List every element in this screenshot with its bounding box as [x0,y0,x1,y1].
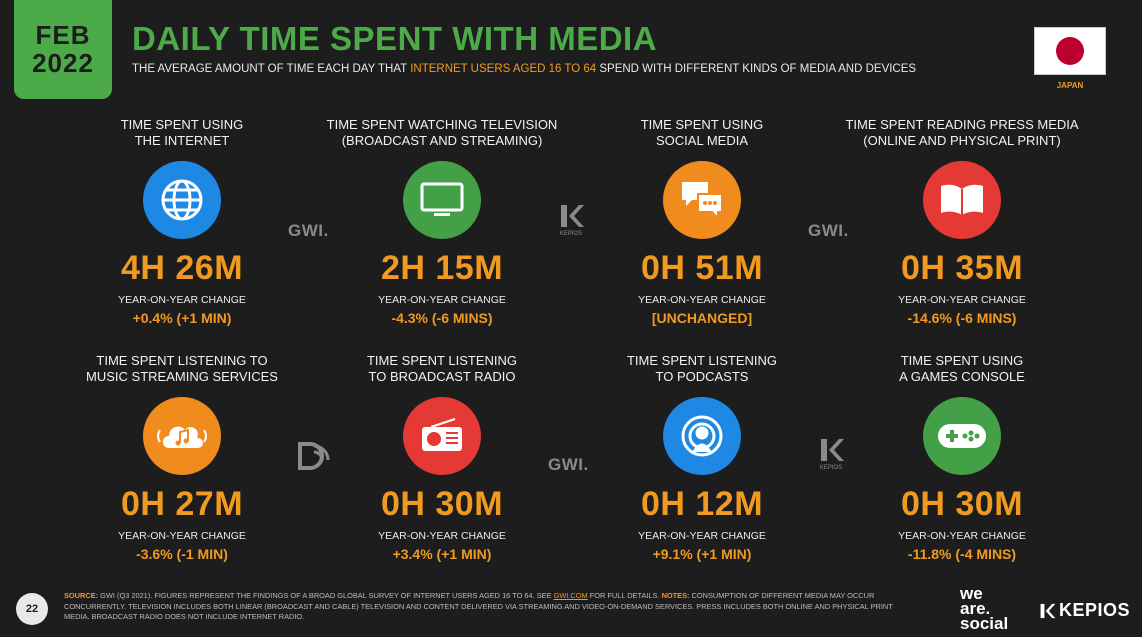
card-value: 0H 30M [380,485,504,523]
yoy-value: -11.8% (-4 MINS) [907,546,1017,562]
yoy-value: -3.6% (-1 MIN) [136,546,228,562]
yoy-label: YEAR-ON-YEAR CHANGE [378,294,506,306]
page-subtitle: THE AVERAGE AMOUNT OF TIME EACH DAY THAT… [132,63,916,75]
datareportal-watermark-icon [296,440,332,477]
page-title: DAILY TIME SPENT WITH MEDIA [132,20,658,57]
card-games-console: TIME SPENT USING A GAMES CONSOLE 0H 30M Y… [842,353,1082,562]
card-label: TIME SPENT WATCHING TELEVISION (BROADCAST… [326,117,558,148]
yoy-label: YEAR-ON-YEAR CHANGE [638,294,766,306]
gwi-watermark: GWI. [288,221,329,240]
gwi-watermark: GWI. [548,455,589,474]
yoy-label: YEAR-ON-YEAR CHANGE [378,530,506,542]
card-music-streaming: TIME SPENT LISTENING TO MUSIC STREAMING S… [62,353,302,562]
card-internet: TIME SPENT USING THE INTERNET 4H 26M YEAR… [62,117,302,326]
date-badge: FEB 2022 [14,0,112,99]
kepios-watermark: KEPIOS [557,203,585,237]
radio-icon [403,397,481,475]
card-value: 0H 12M [640,485,764,523]
yoy-value: +3.4% (+1 MIN) [392,546,492,562]
kepios-mark-icon [561,205,584,227]
date-year: 2022 [32,47,94,78]
globe-icon [143,161,221,239]
television-icon [403,161,481,239]
card-value: 0H 35M [900,249,1024,287]
card-podcasts: TIME SPENT LISTENING TO PODCASTS 0H 12M Y… [582,353,822,562]
kepios-mark-icon [821,439,844,461]
open-book-icon [923,161,1001,239]
music-cloud-icon [143,397,221,475]
card-social-media: TIME SPENT USING SOCIAL MEDIA 0H 51M YEAR… [582,117,822,326]
chat-bubbles-icon [663,161,741,239]
card-label: TIME SPENT LISTENING TO BROADCAST RADIO [366,353,517,384]
gwi-watermark: GWI. [808,221,849,240]
card-label: TIME SPENT USING THE INTERNET [120,117,244,148]
subtitle-highlight: INTERNET USERS AGED 16 TO 64 [410,63,597,75]
yoy-value: -4.3% (-6 MINS) [391,310,493,326]
card-value: 4H 26M [120,249,244,287]
card-value: 0H 30M [900,485,1024,523]
yoy-value: -14.6% (-6 MINS) [907,310,1017,326]
card-label: TIME SPENT READING PRESS MEDIA (ONLINE AN… [845,117,1079,148]
yoy-label: YEAR-ON-YEAR CHANGE [898,294,1026,306]
gamepad-icon [923,397,1001,475]
footer-source-notes: SOURCE: GWI (Q3 2021). FIGURES REPRESENT… [64,591,893,621]
yoy-value: [UNCHANGED] [651,310,753,326]
yoy-label: YEAR-ON-YEAR CHANGE [118,530,246,542]
card-television: TIME SPENT WATCHING TELEVISION (BROADCAST… [322,117,562,326]
yoy-label: YEAR-ON-YEAR CHANGE [898,530,1026,542]
card-label: TIME SPENT USING A GAMES CONSOLE [899,353,1025,384]
card-value: 0H 51M [640,249,764,287]
source-link[interactable]: GWI.COM [553,591,588,600]
card-value: 2H 15M [380,249,504,287]
subtitle-pre: THE AVERAGE AMOUNT OF TIME EACH DAY THAT [132,63,411,75]
yoy-value: +0.4% (+1 MIN) [132,310,232,326]
yoy-label: YEAR-ON-YEAR CHANGE [118,294,246,306]
card-label: TIME SPENT USING SOCIAL MEDIA [640,117,764,148]
kepios-mark-icon [1040,603,1056,618]
podcast-icon [663,397,741,475]
japan-flag-icon [1034,27,1106,75]
kepios-logo: KEPIOS [1038,600,1130,621]
card-broadcast-radio: TIME SPENT LISTENING TO BROADCAST RADIO 0… [322,353,562,562]
kepios-watermark: KEPIOS [817,437,845,471]
card-label: TIME SPENT LISTENING TO MUSIC STREAMING S… [86,353,278,384]
subtitle-post: SPEND WITH DIFFERENT KINDS OF MEDIA AND … [596,63,917,75]
country-label: JAPAN [1056,81,1084,90]
card-label: TIME SPENT LISTENING TO PODCASTS [626,353,777,384]
page-number: 22 [16,593,48,625]
yoy-label: YEAR-ON-YEAR CHANGE [638,530,766,542]
card-value: 0H 27M [120,485,244,523]
yoy-value: +9.1% (+1 MIN) [652,546,752,562]
date-month: FEB [35,20,91,51]
we-are-social-logo: we are. social [960,584,1009,633]
card-press-media: TIME SPENT READING PRESS MEDIA (ONLINE AN… [842,117,1082,326]
